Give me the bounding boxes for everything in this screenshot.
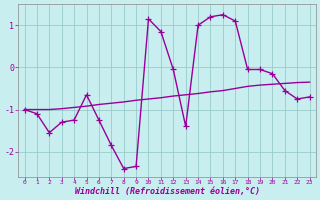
X-axis label: Windchill (Refroidissement éolien,°C): Windchill (Refroidissement éolien,°C) bbox=[75, 187, 260, 196]
